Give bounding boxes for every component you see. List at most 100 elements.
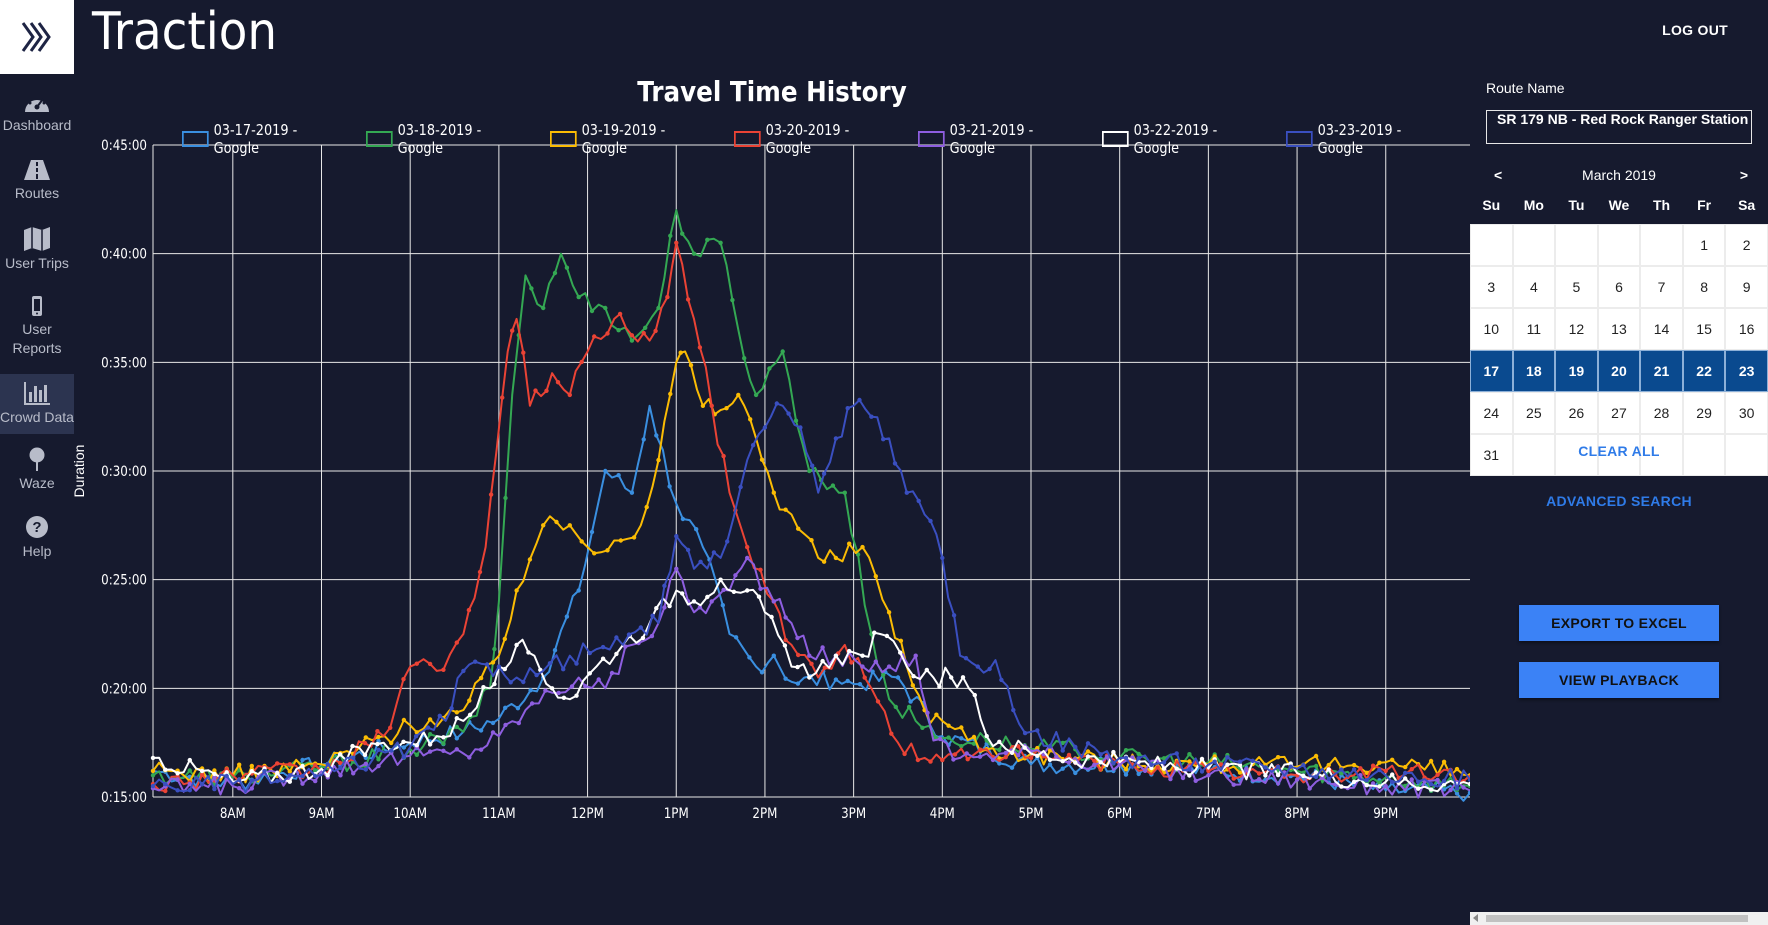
filter-panel: Route Name SR 179 NB - Red Rock Ranger S…	[1470, 65, 1768, 925]
calendar-day[interactable]: 30	[1725, 392, 1768, 434]
series-point	[441, 741, 446, 746]
series-point	[616, 328, 621, 333]
traction-logo-icon[interactable]	[0, 0, 74, 74]
series-point	[629, 490, 635, 495]
sidebar-item-dashboard[interactable]: Dashboard	[0, 90, 74, 146]
series-point	[502, 636, 507, 642]
legend-item[interactable]: 03-22-2019 - Google	[1102, 121, 1253, 157]
view-playback-button[interactable]: VIEW PLAYBACK	[1519, 662, 1719, 698]
calendar-day[interactable]: 6	[1597, 266, 1641, 308]
calendar-day[interactable]: 23	[1725, 350, 1768, 392]
calendar-day[interactable]: 17	[1470, 350, 1513, 392]
top-bar: Traction LOG OUT	[0, 0, 1768, 65]
series-point	[916, 498, 921, 504]
series-point	[758, 586, 763, 591]
calendar-day[interactable]: 2	[1725, 224, 1768, 266]
series-point	[767, 366, 772, 371]
legend-item[interactable]: 03-17-2019 - Google	[182, 121, 333, 157]
calendar-day[interactable]: 12	[1555, 308, 1598, 350]
calendar-day[interactable]: 18	[1512, 350, 1556, 392]
series-point	[503, 722, 508, 728]
calendar-empty-cell	[1597, 224, 1641, 266]
series-point	[454, 640, 459, 645]
series-point	[656, 457, 661, 463]
weekday-label: Mo	[1523, 197, 1544, 213]
series-point	[798, 425, 803, 430]
series-point	[249, 769, 254, 774]
calendar-day[interactable]: 9	[1725, 266, 1768, 308]
calendar-day[interactable]: 1	[1682, 224, 1726, 266]
series-point	[1085, 749, 1091, 754]
scrollbar-thumb[interactable]	[1486, 915, 1748, 922]
calendar-day[interactable]: 16	[1725, 308, 1768, 350]
clear-all-button[interactable]: CLEAR ALL	[1578, 443, 1660, 459]
series-point	[351, 755, 356, 760]
sidebar-item-waze[interactable]: Waze	[0, 446, 74, 502]
series-point	[1403, 776, 1408, 781]
horizontal-scrollbar[interactable]	[1470, 912, 1768, 925]
sidebar-item-user-reports[interactable]: User Reports	[0, 294, 74, 370]
series-point	[441, 748, 446, 753]
calendar-prev-button[interactable]: <	[1494, 167, 1503, 183]
export-to-excel-button[interactable]: EXPORT TO EXCEL	[1519, 605, 1719, 641]
calendar-day[interactable]: 15	[1682, 308, 1726, 350]
calendar-day[interactable]: 20	[1597, 350, 1641, 392]
series-point	[762, 425, 768, 430]
calendar-day[interactable]: 3	[1470, 266, 1513, 308]
scroll-left-arrow-icon[interactable]	[1473, 914, 1478, 922]
calendar-empty-cell	[1682, 434, 1726, 476]
series-point	[641, 437, 646, 442]
calendar-day[interactable]: 11	[1512, 308, 1556, 350]
calendar-day[interactable]: 13	[1597, 308, 1641, 350]
calendar-next-button[interactable]: >	[1739, 167, 1748, 183]
sidebar-item-user-trips[interactable]: User Trips	[0, 226, 74, 282]
series-point	[490, 660, 496, 665]
series-point	[414, 752, 419, 757]
calendar-day[interactable]: 7	[1640, 266, 1683, 308]
calendar-day[interactable]: 14	[1640, 308, 1683, 350]
legend-item[interactable]: 03-19-2019 - Google	[550, 121, 701, 157]
calendar-day[interactable]: 19	[1555, 350, 1598, 392]
series-point	[1022, 745, 1027, 750]
calendar-day[interactable]: 4	[1512, 266, 1556, 308]
series-point	[1231, 782, 1236, 787]
series-point	[1047, 762, 1053, 767]
series-point	[769, 614, 774, 620]
series-point	[603, 468, 608, 474]
legend-item[interactable]: 03-21-2019 - Google	[918, 121, 1069, 157]
calendar-day[interactable]: 10	[1470, 308, 1513, 350]
series-point	[771, 490, 776, 495]
calendar-day[interactable]: 29	[1682, 392, 1726, 434]
sidebar-item-routes[interactable]: Routes	[0, 158, 74, 214]
sidebar-item-help[interactable]: ? Help	[0, 514, 74, 570]
calendar-day[interactable]: 31	[1470, 434, 1513, 476]
route-name-select[interactable]: SR 179 NB - Red Rock Ranger Station to "…	[1486, 110, 1752, 144]
series-point	[1351, 762, 1357, 768]
calendar-day[interactable]: 8	[1682, 266, 1726, 308]
calendar-day[interactable]: 28	[1640, 392, 1683, 434]
advanced-search-button[interactable]: ADVANCED SEARCH	[1546, 493, 1692, 509]
series-5	[150, 577, 1470, 793]
calendar-day[interactable]: 5	[1555, 266, 1598, 308]
legend-item[interactable]: 03-18-2019 - Google	[366, 121, 517, 157]
series-point	[674, 566, 679, 571]
series-point	[1428, 787, 1434, 792]
sidebar-item-crowd-data[interactable]: Crowd Data	[0, 374, 74, 434]
series-point	[529, 286, 534, 291]
series-point	[650, 613, 655, 618]
calendar-day[interactable]: 27	[1597, 392, 1641, 434]
calendar-day[interactable]: 25	[1512, 392, 1556, 434]
legend-item[interactable]: 03-20-2019 - Google	[734, 121, 885, 157]
legend-item[interactable]: 03-23-2019 - Google	[1286, 121, 1437, 157]
calendar-day[interactable]: 24	[1470, 392, 1513, 434]
calendar-day[interactable]: 21	[1640, 350, 1683, 392]
logout-button[interactable]: LOG OUT	[1662, 22, 1728, 38]
legend-label: 03-21-2019 - Google	[949, 121, 1034, 157]
x-tick-label: 2PM	[752, 806, 777, 822]
calendar-empty-cell	[1597, 434, 1641, 476]
x-tick-label: 8AM	[220, 806, 246, 822]
calendar-day[interactable]: 26	[1555, 392, 1598, 434]
series-point	[748, 417, 753, 422]
calendar-day[interactable]: 22	[1682, 350, 1726, 392]
series-point	[1073, 770, 1078, 776]
